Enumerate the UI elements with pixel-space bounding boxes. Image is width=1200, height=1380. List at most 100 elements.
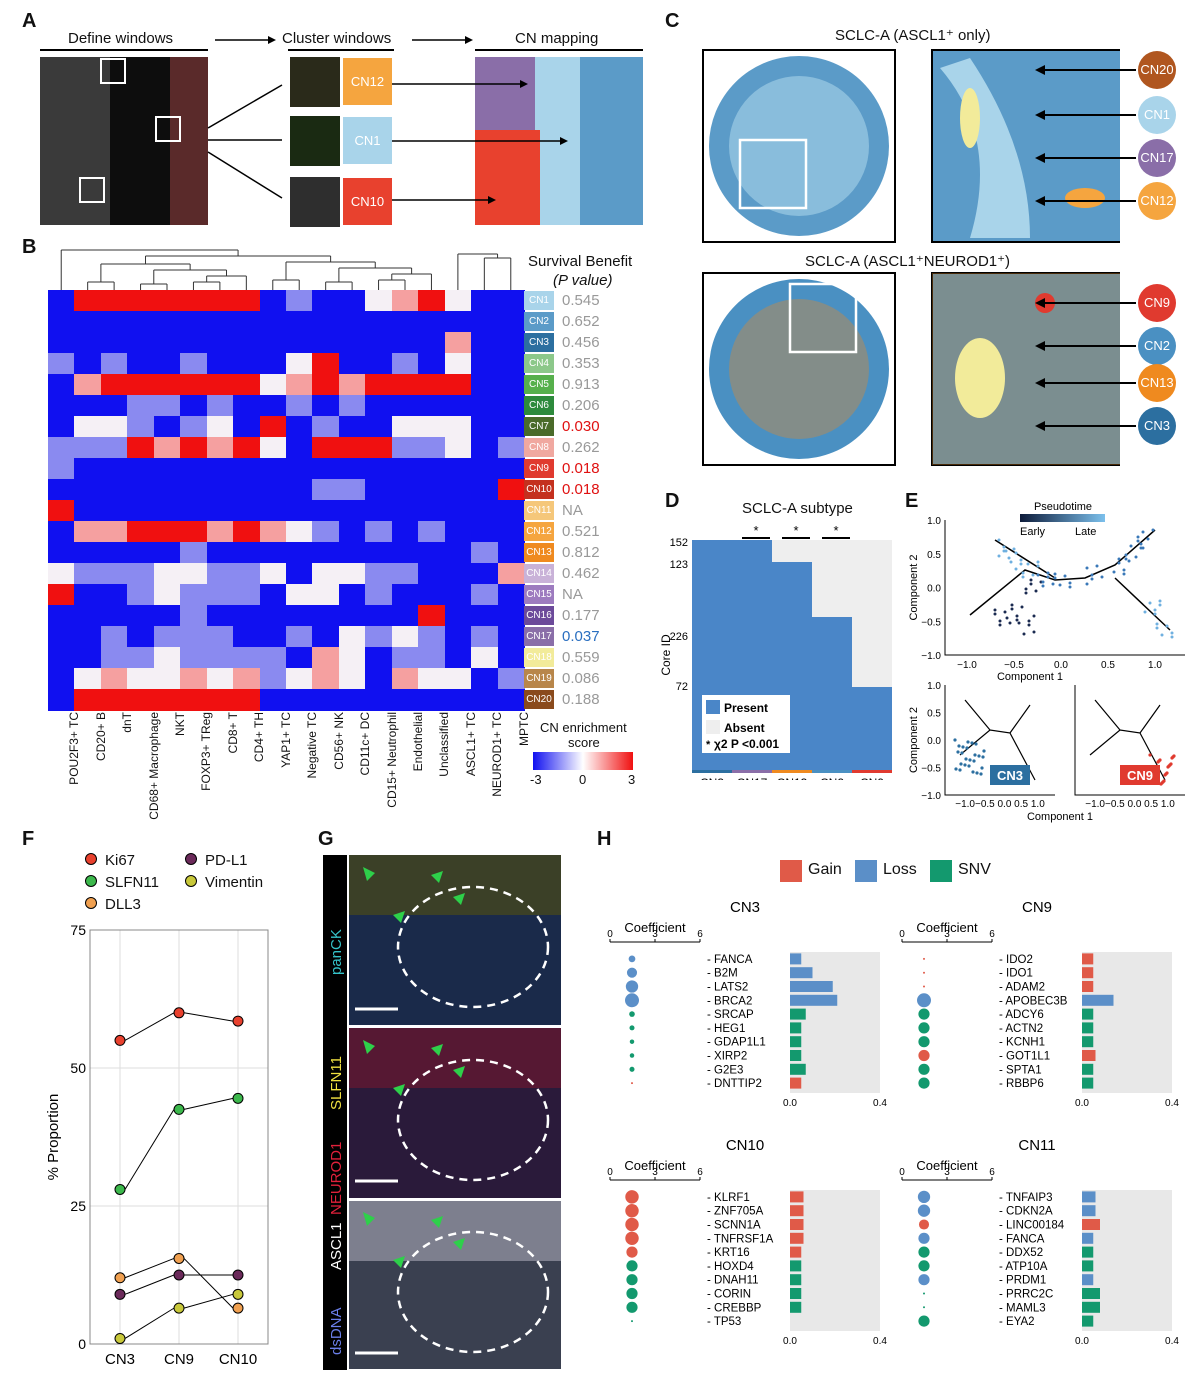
gene-label: - CREBBP — [707, 1302, 762, 1314]
top-ytick: 1.0 — [927, 516, 941, 527]
trajectory-point — [1090, 573, 1094, 577]
trajectory-point — [1010, 607, 1014, 611]
heatmap-cell — [259, 500, 287, 522]
heatmap-cell — [100, 626, 128, 648]
bar-tick: 0.4 — [1165, 1336, 1179, 1347]
heatmap-cell — [471, 647, 499, 669]
coef-label: Coefficient — [916, 920, 978, 935]
gene-label: - HOXD4 — [707, 1261, 754, 1273]
legend-item: SLFN11 — [85, 874, 159, 891]
survival-pvalue: 0.262 — [562, 439, 600, 456]
cn-marker: CN3 — [1138, 407, 1176, 445]
heatmap-cell — [312, 500, 340, 522]
trajectory-point — [997, 538, 1001, 542]
heatmap-cell — [391, 647, 419, 669]
heatmap-cell — [471, 542, 499, 564]
small-point — [977, 754, 981, 758]
small-ylabel: Component 2 — [908, 707, 920, 773]
survival-pvalue: 0.462 — [562, 565, 600, 582]
heatmap-cell — [338, 479, 366, 501]
coef-tick: 6 — [989, 1167, 995, 1178]
gene-bar — [1082, 1050, 1096, 1061]
gene-bar — [1082, 981, 1094, 992]
coef-dot — [918, 1063, 930, 1075]
cn-row-label: CN8 — [524, 438, 554, 457]
heatmap-cell — [497, 374, 525, 396]
trajectory-point — [1136, 539, 1140, 543]
heatmap-cell — [312, 395, 340, 417]
gene-label: - B2M — [707, 968, 738, 980]
heatmap-cell — [100, 311, 128, 333]
coef-dot — [625, 1217, 639, 1232]
heatmap-cell — [391, 374, 419, 396]
trajectory-point — [1058, 583, 1062, 587]
heatmap-cell — [100, 479, 128, 501]
heatmap-cell — [418, 437, 446, 459]
heatmap-cell — [127, 479, 155, 501]
heatmap-cell — [74, 437, 102, 459]
heatmap-cell — [233, 311, 261, 333]
gene-label: - APOBEC3B — [999, 995, 1068, 1007]
survival-pvalue: 0.018 — [562, 460, 600, 477]
small-point — [981, 755, 985, 759]
trajectory-point — [1129, 544, 1133, 548]
panel-label-e: E — [905, 490, 919, 512]
small-point — [1166, 765, 1170, 769]
cn-row-label: CN1 — [524, 291, 554, 310]
cn-row-label: CN6 — [524, 396, 554, 415]
trajectory-point — [1020, 605, 1024, 609]
trajectory-point — [998, 619, 1002, 623]
gene-bar — [1082, 1232, 1094, 1244]
define-windows-label: Define windows — [68, 30, 174, 47]
bar-tick: 0.4 — [873, 1336, 887, 1347]
top-xtick: 0.5 — [1101, 660, 1115, 671]
heatmap-cell — [74, 542, 102, 564]
heatmap-cell — [48, 395, 76, 417]
heatmap-cell — [74, 668, 102, 690]
survival-pvalue: NA — [562, 502, 583, 519]
gene-bar — [790, 953, 802, 965]
heatmap-cell — [471, 353, 499, 375]
heatmap-cell — [365, 353, 393, 375]
subset-tag-bg — [990, 765, 1030, 785]
heatmap-cell — [365, 458, 393, 480]
heatmap-cell — [127, 500, 155, 522]
heatmap-cell — [444, 437, 472, 459]
heatmap-cell — [153, 500, 181, 522]
heatmap-cell — [286, 479, 314, 501]
present-label: Present — [724, 701, 768, 715]
heatmap-cell — [471, 479, 499, 501]
heatmap-cell — [100, 395, 128, 417]
coef-label: Coefficient — [916, 1158, 978, 1173]
heatmap-cell — [471, 689, 499, 711]
heatmap-cell — [286, 584, 314, 606]
survival-pvalue: 0.652 — [562, 313, 600, 330]
coef-dot — [628, 955, 636, 963]
heatmap-cell — [286, 668, 314, 690]
heatmap-cell — [338, 311, 366, 333]
survival-pvalue: 0.206 — [562, 397, 600, 414]
heatmap-cell — [444, 458, 472, 480]
coef-tick: 0 — [607, 929, 613, 940]
trajectory-point — [1136, 535, 1140, 539]
heatmap-cell — [48, 374, 76, 396]
heatmap-cell — [365, 668, 393, 690]
heatmap-cell — [338, 668, 366, 690]
heatmap-cell — [180, 584, 208, 606]
heatmap-cell — [391, 479, 419, 501]
f-point — [114, 1288, 126, 1300]
gene-bar — [790, 1219, 804, 1230]
gene-bar — [1082, 967, 1094, 979]
heatmap-cell — [259, 542, 287, 564]
heatmap-cell — [418, 563, 446, 585]
legend-dot — [85, 853, 97, 865]
heatmap-cell — [233, 668, 261, 690]
heatmap-cell — [127, 605, 155, 627]
small-ytick: −0.5 — [921, 764, 941, 775]
cn-color-strip — [772, 770, 812, 773]
heatmap-cell — [127, 290, 155, 312]
heatmap-cell — [286, 332, 314, 354]
heatmap-cell — [286, 374, 314, 396]
gene-bar — [790, 1050, 802, 1061]
heatmap-cell — [418, 542, 446, 564]
